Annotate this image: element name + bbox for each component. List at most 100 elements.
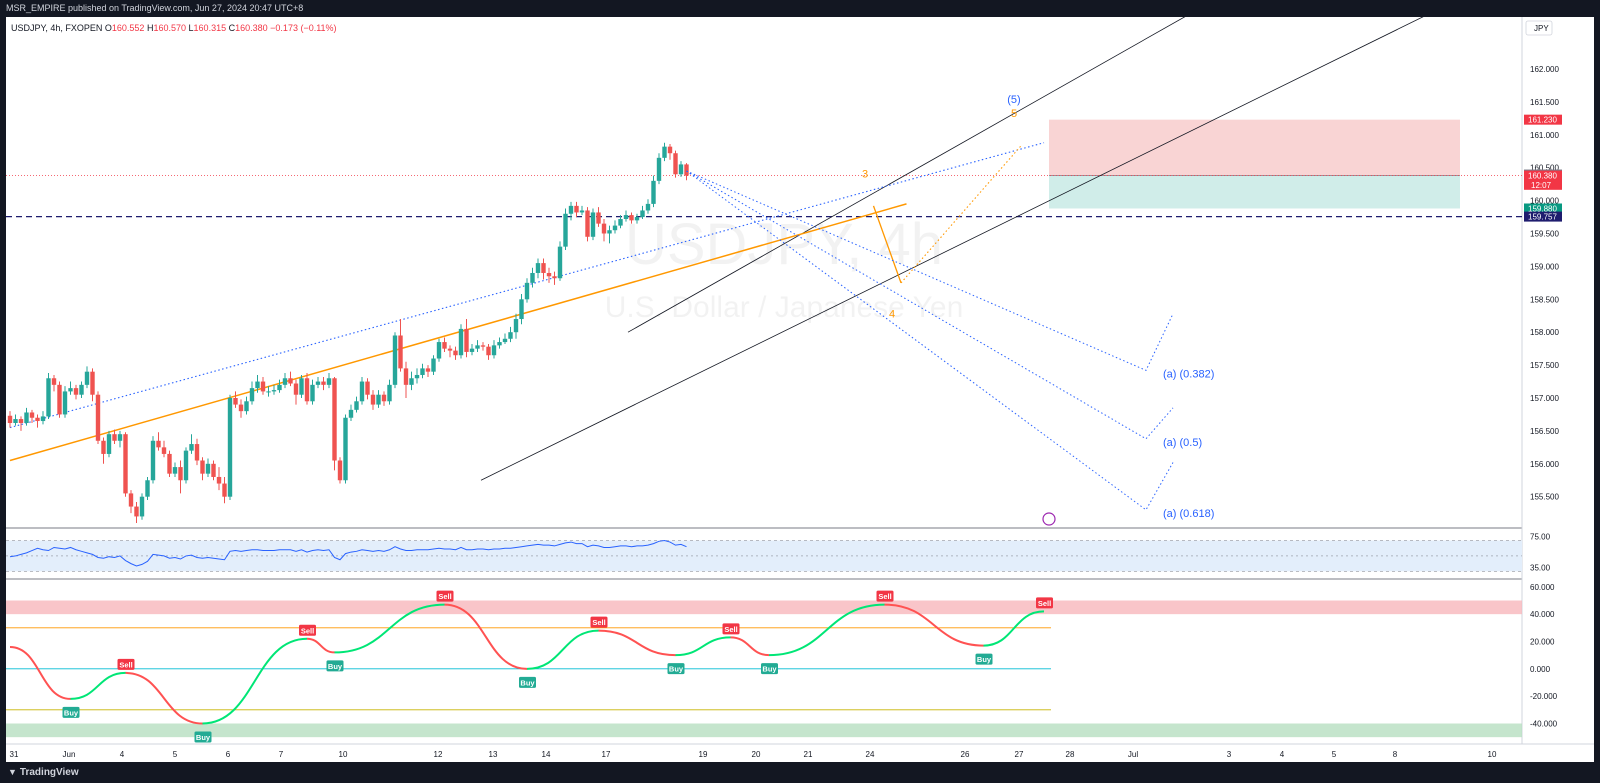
candle-body xyxy=(469,348,475,352)
channel-line xyxy=(627,17,1186,333)
projection-label: (a) (0.618) xyxy=(1163,508,1214,520)
watermark-symbol: USDJPY, 4h xyxy=(625,212,943,277)
price-tick-label: 157.000 xyxy=(1530,394,1559,403)
osc-curve-segment xyxy=(306,637,335,654)
price-tick-label: 161.500 xyxy=(1530,98,1559,107)
wave-leg-3-4 xyxy=(872,205,902,284)
candle-body xyxy=(183,450,189,481)
candle-body xyxy=(57,384,62,415)
publisher-line: MSR_EMPIRE published on TradingView.com,… xyxy=(6,3,304,13)
osc-zone xyxy=(6,600,1522,615)
tv-logo-icon: ▼ xyxy=(8,767,17,777)
sell-signal-badge xyxy=(117,658,135,670)
osc-curve-segment xyxy=(983,610,1045,647)
legend-open: 160.552 xyxy=(111,23,145,33)
wave-label: 5 xyxy=(1011,108,1017,120)
footer-brand: TradingView xyxy=(19,767,79,778)
candle-body xyxy=(150,440,156,481)
osc-curve-segment xyxy=(202,637,308,725)
sell-signal-badge xyxy=(436,590,454,602)
osc-curve-segment xyxy=(768,603,885,657)
sell-signal-badge xyxy=(722,623,740,635)
symbol-legend: USDJPY, 4h, FXOPEN O160.552 H160.570 L16… xyxy=(11,23,337,33)
wave-label: (5) xyxy=(1007,94,1020,106)
candle-body xyxy=(502,338,508,343)
projection-path xyxy=(686,170,1174,440)
price-pane-bg xyxy=(6,17,1594,528)
candle-body xyxy=(535,263,541,273)
signal-label: Sell xyxy=(592,618,605,627)
osc-zone xyxy=(6,723,1522,738)
osc-curve-segment xyxy=(730,636,770,657)
candle-body xyxy=(585,210,590,237)
currency-label: JPY xyxy=(1534,24,1549,33)
candle-body xyxy=(420,368,425,375)
time-tick-label: 31 xyxy=(10,750,19,759)
candle-body xyxy=(95,394,101,441)
candle-body xyxy=(29,412,35,418)
candle-body xyxy=(475,345,480,349)
legend-change: −0.173 (−0.11%) xyxy=(270,23,337,33)
event-marker-icon xyxy=(1042,512,1056,526)
time-tick-label: Jun xyxy=(63,750,76,759)
osc-tick-label: 40.000 xyxy=(1530,610,1555,619)
candle-body xyxy=(354,401,359,410)
candle-body xyxy=(629,215,634,221)
candle-body xyxy=(359,381,365,402)
candle-body xyxy=(123,434,128,494)
candle-body xyxy=(79,384,84,395)
target-zone xyxy=(1049,175,1460,209)
rsi-tick-label: 35.00 xyxy=(1530,563,1551,572)
candle-body xyxy=(508,332,513,339)
osc-tick-label: -20.000 xyxy=(1530,692,1558,701)
candle-body xyxy=(568,205,574,214)
candle-body xyxy=(310,384,315,402)
candle-body xyxy=(370,394,376,405)
candle-body xyxy=(348,409,354,418)
candle-body xyxy=(667,146,673,154)
osc-tick-label: 20.000 xyxy=(1530,638,1555,647)
orange-trendline xyxy=(9,203,907,462)
candle-body xyxy=(365,381,370,395)
time-tick-label: 6 xyxy=(226,750,231,759)
time-tick-label: 8 xyxy=(1393,750,1398,759)
candle-body xyxy=(618,219,623,226)
osc-tick-label: 0.000 xyxy=(1530,665,1551,674)
candle-body xyxy=(321,381,326,385)
legend-open-label: O xyxy=(104,23,112,33)
watermark-name: U.S. Dollar / Japanese Yen xyxy=(605,291,964,324)
buy-signal-badge xyxy=(667,663,685,675)
candle-body xyxy=(640,210,645,218)
candle-body xyxy=(101,440,106,454)
channel-line xyxy=(480,17,1424,481)
signal-label: Buy xyxy=(762,665,777,674)
time-tick-label: 14 xyxy=(542,750,551,759)
signal-label: Buy xyxy=(328,662,343,671)
buy-signal-badge xyxy=(761,663,778,675)
buy-signal-badge xyxy=(519,676,536,688)
osc-curve-segment xyxy=(125,671,203,725)
candle-body xyxy=(222,483,227,497)
candle-body xyxy=(277,384,282,391)
price-tag-text: 160.380 xyxy=(1528,172,1557,181)
tradingview-logo[interactable]: ▼ TradingView xyxy=(8,762,79,783)
candle-body xyxy=(167,453,172,474)
chart-canvas[interactable]: USDJPY, 4h U.S. Dollar / Japanese Yen (a) … xyxy=(6,17,1594,762)
price-tick-label: 156.500 xyxy=(1530,427,1559,436)
osc-curve-segment xyxy=(884,603,984,647)
candle-body xyxy=(678,164,684,175)
countdown-bg xyxy=(1524,179,1562,190)
candle-body xyxy=(13,419,18,424)
price-tag-bg xyxy=(1524,203,1562,214)
candle-body xyxy=(7,415,13,424)
time-tick-label: 4 xyxy=(1280,750,1285,759)
candle-body xyxy=(238,404,244,412)
signal-label: Buy xyxy=(977,655,992,664)
price-chart[interactable]: USDJPY, 4h U.S. Dollar / Japanese Yen (a) … xyxy=(6,17,1594,762)
candle-body xyxy=(596,212,601,224)
candle-body xyxy=(491,345,497,356)
footer-bar: ▼ TradingView xyxy=(0,762,1600,782)
candle-body xyxy=(293,383,299,395)
candle-body xyxy=(145,480,150,497)
time-tick-label: 26 xyxy=(961,750,970,759)
